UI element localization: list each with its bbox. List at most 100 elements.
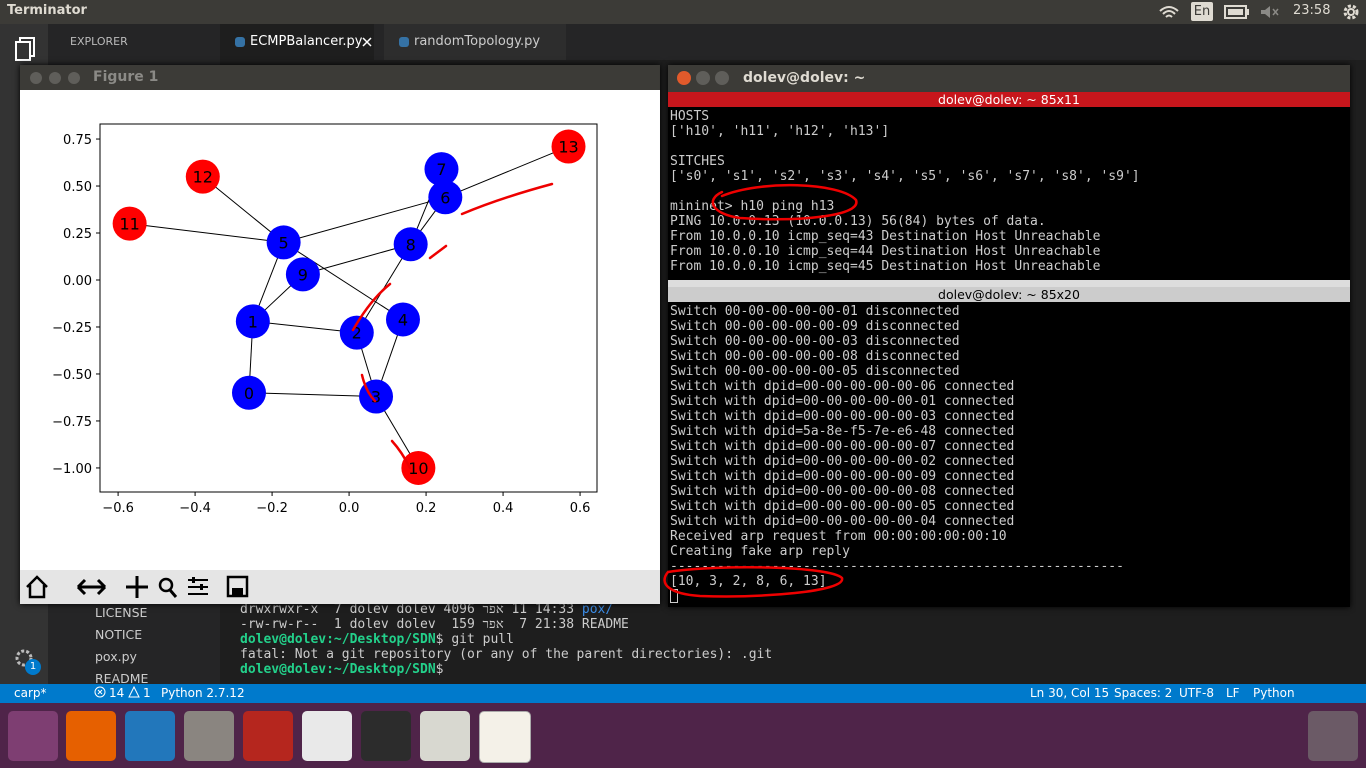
tab-label: ECMPBalancer.py bbox=[250, 34, 363, 49]
file-entry: README bbox=[95, 671, 149, 686]
pane-splitter[interactable] bbox=[668, 280, 1350, 287]
terminal-launcher[interactable] bbox=[361, 711, 411, 761]
node-label: 12 bbox=[193, 168, 213, 187]
dock bbox=[0, 703, 1366, 768]
terminal-line: -rw-rw-r-- 1 dolev dolev 159 רפא 7 21:38… bbox=[240, 617, 772, 632]
terminal-line: Switch 00-00-00-00-00-03 disconnected bbox=[670, 334, 960, 349]
figure-window: Figure 1 −0.6 −0.4 −0.2 0.0 0.2 0.4 0.6 0.75 0.5… bbox=[20, 65, 660, 604]
terminal-line: Switch with dpid=00-00-00-00-00-09 conne… bbox=[670, 469, 1015, 484]
node-label: 4 bbox=[398, 310, 408, 329]
python-interpreter[interactable]: Python 2.7.12 bbox=[161, 686, 245, 700]
forward-button[interactable] bbox=[89, 578, 107, 596]
node-label: 1 bbox=[248, 312, 258, 331]
warning-count[interactable]: 1 bbox=[143, 686, 151, 700]
volume-icon bbox=[1261, 6, 1279, 18]
editor-tab[interactable]: ECMPBalancer.py bbox=[220, 24, 375, 60]
pane-header: dolev@dolev: ~ 85x20 bbox=[668, 287, 1350, 302]
indentation[interactable]: Spaces: 2 bbox=[1114, 686, 1173, 700]
configure-button[interactable] bbox=[188, 577, 208, 595]
explorer-icon[interactable] bbox=[14, 36, 36, 62]
node-label: 0 bbox=[244, 384, 254, 403]
terminal-line: ['h10', 'h11', 'h12', 'h13'] bbox=[670, 124, 890, 139]
x-tick-label: −0.2 bbox=[256, 501, 288, 516]
vscode-launcher[interactable] bbox=[125, 711, 175, 761]
tab-label: randomTopology.py bbox=[414, 34, 541, 49]
node bbox=[424, 152, 459, 187]
node-label: 9 bbox=[298, 265, 308, 284]
zoom-button[interactable] bbox=[158, 577, 178, 598]
terminal-line: Switch 00-00-00-00-00-01 disconnected bbox=[670, 304, 960, 319]
terminal-line: From 10.0.0.10 icmp_seq=43 Destination H… bbox=[670, 229, 1101, 244]
close-tab[interactable] bbox=[362, 37, 372, 47]
figure-launcher[interactable] bbox=[479, 711, 531, 763]
terminal-line: fatal: Not a git repository (or any of t… bbox=[240, 647, 772, 662]
window-controls[interactable] bbox=[28, 70, 92, 86]
language-mode[interactable]: Python bbox=[1253, 686, 1295, 700]
editor-tab[interactable]: randomTopology.py bbox=[384, 24, 566, 60]
line-ending[interactable]: LF bbox=[1226, 686, 1240, 700]
node-label: 10 bbox=[408, 459, 428, 478]
editor-launcher[interactable] bbox=[420, 711, 470, 761]
pan-button[interactable] bbox=[126, 576, 148, 598]
save-button[interactable] bbox=[226, 575, 249, 598]
x-tick-label: 0.6 bbox=[570, 501, 591, 516]
edge bbox=[302, 243, 411, 275]
y-tick-label: −1.00 bbox=[52, 462, 92, 477]
terminator-launcher[interactable] bbox=[243, 711, 293, 761]
firefox-launcher[interactable] bbox=[66, 711, 116, 761]
terminal-line: Switch with dpid=5a-8e-f5-7e-e6-48 conne… bbox=[670, 424, 1015, 439]
cursor-position[interactable]: Ln 30, Col 15 bbox=[1030, 686, 1110, 700]
output-block: HOSTS ['h10', 'h11', 'h12', 'h13'] bbox=[670, 109, 1140, 139]
plot-toolbar bbox=[20, 570, 660, 604]
edge bbox=[283, 196, 446, 243]
terminal-line: HOSTS bbox=[670, 109, 710, 124]
x-tick-label: 0.2 bbox=[416, 501, 437, 516]
python-icon bbox=[399, 37, 409, 47]
directory: pox/ bbox=[581, 602, 614, 617]
terminal-line: dolev@dolev:~/Desktop/SDN$ bbox=[240, 662, 772, 677]
window-controls[interactable] bbox=[676, 70, 740, 87]
node bbox=[393, 227, 428, 262]
terminal-line: From 10.0.0.10 icmp_seq=44 Destination H… bbox=[670, 244, 1101, 259]
x-tick-label: −0.4 bbox=[179, 501, 211, 516]
node-label: 2 bbox=[352, 324, 362, 343]
output-text: -rw-rw-r-- 1 dolev dolev 159 רפא 7 21:38… bbox=[240, 617, 629, 632]
keyboard-layout[interactable]: En bbox=[1191, 2, 1213, 21]
y-tick-label: −0.75 bbox=[52, 415, 92, 430]
node-label: 5 bbox=[279, 233, 289, 252]
terminal-line: dolev@dolev:~/Desktop/SDN$ git pull bbox=[240, 632, 772, 647]
terminal-line: Switch with dpid=00-00-00-00-00-04 conne… bbox=[670, 514, 1015, 529]
terminal-line: Switch with dpid=00-00-00-00-00-06 conne… bbox=[670, 379, 1015, 394]
terminal-line: drwxrwxr-x 7 dolev dolev 4096 רפא 11 14:… bbox=[240, 602, 772, 617]
pdf-launcher[interactable] bbox=[302, 711, 352, 761]
node bbox=[235, 304, 270, 339]
manage-icon[interactable] bbox=[12, 646, 40, 674]
encoding[interactable]: UTF-8 bbox=[1179, 686, 1214, 700]
window-titlebar: dolev@dolev: ~ bbox=[668, 65, 1350, 92]
home-button[interactable] bbox=[26, 575, 48, 599]
clock[interactable]: 23:58 bbox=[1293, 3, 1331, 18]
window-titlebar: Figure 1 bbox=[20, 65, 660, 90]
editor-tabs: EXPLORER ECMPBalancer.py randomTopology.… bbox=[48, 24, 1366, 60]
terminal-line: [10, 3, 2, 8, 6, 13] bbox=[670, 574, 827, 589]
prompt: dolev@dolev:~/Desktop/SDN bbox=[240, 632, 436, 647]
node bbox=[428, 180, 463, 215]
prompt: dolev@dolev:~/Desktop/SDN bbox=[240, 662, 436, 677]
y-tick-label: −0.50 bbox=[52, 368, 92, 383]
node-label: 3 bbox=[371, 388, 381, 407]
pane-header: dolev@dolev: ~ 85x11 bbox=[668, 92, 1350, 107]
node-label: 13 bbox=[558, 138, 578, 157]
files-launcher[interactable] bbox=[184, 711, 234, 761]
ubuntu-launcher[interactable] bbox=[8, 711, 58, 761]
node bbox=[185, 159, 220, 194]
trash-launcher[interactable] bbox=[1308, 711, 1358, 761]
error-count[interactable]: 14 bbox=[109, 686, 125, 700]
terminal-line: Switch 00-00-00-00-00-09 disconnected bbox=[670, 319, 960, 334]
warning-icon bbox=[128, 684, 140, 703]
output-text: $ git pull bbox=[435, 632, 514, 647]
edge bbox=[202, 176, 284, 243]
top-bar: Terminator En 23:58 bbox=[0, 0, 1366, 24]
settings-gear[interactable] bbox=[1342, 3, 1360, 21]
output-text: $ bbox=[435, 662, 452, 677]
git-branch[interactable]: carp* bbox=[14, 686, 47, 700]
